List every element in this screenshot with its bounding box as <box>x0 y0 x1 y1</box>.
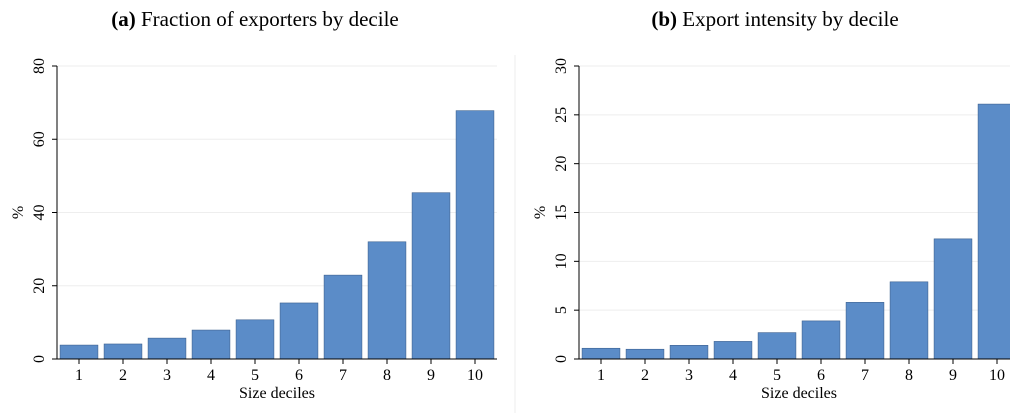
bar <box>801 320 841 360</box>
x-tick-label: 6 <box>295 367 303 384</box>
y-tick-label: 15 <box>553 205 570 221</box>
x-tick-label: 1 <box>75 367 83 384</box>
x-tick-label: 8 <box>905 367 913 384</box>
x-tick-label: 2 <box>641 367 649 384</box>
x-tick-label: 10 <box>467 367 483 384</box>
title-text: Export intensity by decile <box>682 7 898 31</box>
x-tick-label: 4 <box>207 367 215 384</box>
chart-title: (b) Export intensity by decile <box>651 7 898 31</box>
bar <box>147 337 187 360</box>
bar <box>411 192 451 360</box>
x-tick-label: 7 <box>861 367 869 384</box>
y-tick-label: 20 <box>31 278 48 294</box>
bar <box>669 345 709 360</box>
bar <box>191 329 231 360</box>
x-tick-label: 7 <box>339 367 347 384</box>
bar <box>103 343 143 360</box>
x-axis-label: Size deciles <box>239 385 315 402</box>
y-tick-label: 80 <box>31 58 48 74</box>
x-tick-label: 8 <box>383 367 391 384</box>
y-axis-label: % <box>10 206 27 219</box>
panel-label: (b) <box>651 7 677 31</box>
panel-label: (a) <box>111 7 136 31</box>
x-axis-label: Size deciles <box>761 385 837 402</box>
x-tick-label: 3 <box>685 367 693 384</box>
bar <box>455 110 495 360</box>
y-tick-label: 10 <box>553 253 570 269</box>
y-tick-label: 20 <box>553 156 570 172</box>
bar <box>367 241 407 360</box>
y-tick-label: 25 <box>553 107 570 123</box>
x-tick-label: 4 <box>729 367 737 384</box>
y-tick-label: 30 <box>553 58 570 74</box>
x-tick-label: 1 <box>597 367 605 384</box>
bar <box>845 302 885 360</box>
x-tick-label: 9 <box>427 367 435 384</box>
x-tick-label: 5 <box>251 367 259 384</box>
y-tick-label: 5 <box>553 306 570 314</box>
bar <box>977 103 1010 360</box>
bar <box>581 347 621 360</box>
y-tick-label: 60 <box>31 131 48 147</box>
y-tick-label: 0 <box>553 355 570 363</box>
bar <box>933 238 973 360</box>
bar <box>323 274 363 360</box>
bar <box>713 341 753 360</box>
title-text: Fraction of exporters by decile <box>141 7 399 31</box>
x-tick-label: 2 <box>119 367 127 384</box>
bar <box>625 348 665 360</box>
bar <box>235 319 275 360</box>
x-tick-label: 9 <box>949 367 957 384</box>
x-tick-label: 10 <box>989 367 1005 384</box>
chart-title: (a) Fraction of exporters by decile <box>111 7 399 31</box>
x-tick-label: 5 <box>773 367 781 384</box>
y-tick-label: 40 <box>31 205 48 221</box>
bar <box>279 302 319 360</box>
x-tick-label: 6 <box>817 367 825 384</box>
bar <box>757 332 797 360</box>
bar <box>889 281 929 360</box>
y-axis-label: % <box>532 206 549 219</box>
y-tick-label: 0 <box>31 355 48 363</box>
bar <box>59 344 99 360</box>
x-tick-label: 3 <box>163 367 171 384</box>
